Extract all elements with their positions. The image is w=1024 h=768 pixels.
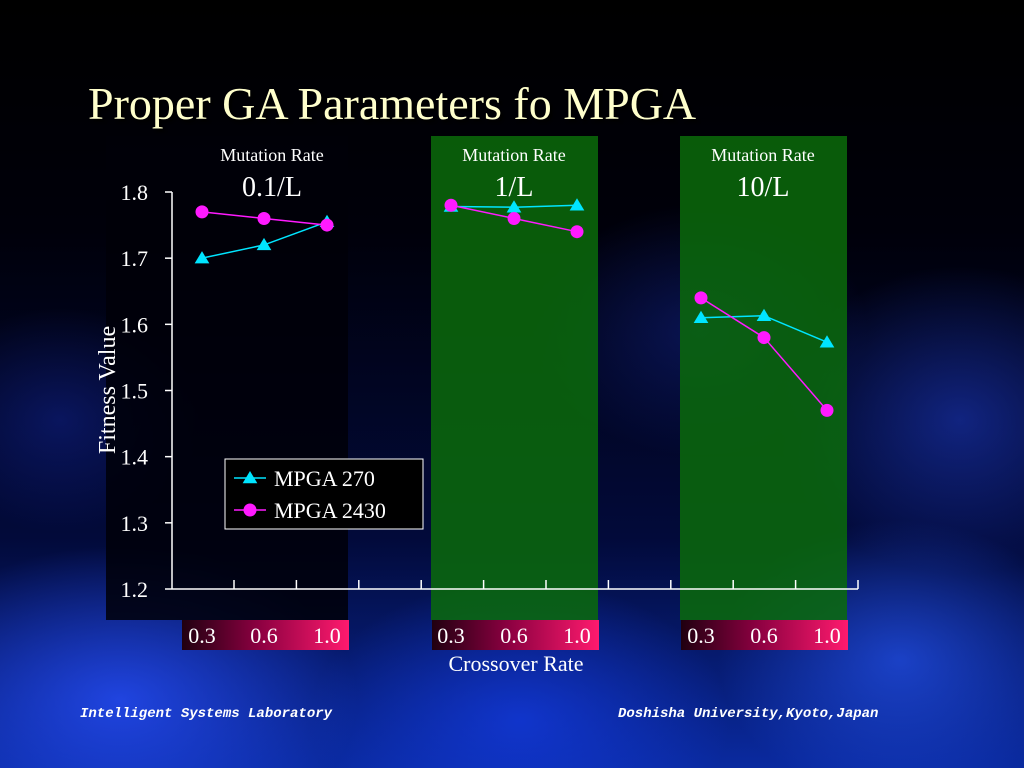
legend-box [224, 458, 424, 530]
y-tick-label: 1.7 [121, 246, 149, 271]
data-point-mpga-2430 [320, 218, 334, 232]
footer-lab-name: Intelligent Systems Laboratory [80, 706, 333, 722]
data-point-mpga-2430 [570, 225, 584, 239]
y-tick-label: 1.4 [121, 445, 149, 470]
y-tick-label: 1.6 [121, 312, 149, 337]
x-tick-label: 0.6 [250, 623, 278, 648]
crossover-band-2 [432, 620, 599, 650]
data-point-mpga-2430 [257, 211, 271, 225]
y-tick-label: 1.8 [121, 180, 149, 205]
mutation-rate-header: Mutation Rate [220, 145, 323, 165]
mutation-rate-value: 1/L [495, 172, 534, 203]
y-tick-label: 1.2 [121, 577, 149, 602]
mutation-rate-header: Mutation Rate [711, 145, 814, 165]
mutation-rate-header: Mutation Rate [462, 145, 565, 165]
data-point-mpga-270 [756, 308, 772, 321]
x-tick-label: 1.0 [563, 623, 591, 648]
y-tick-label: 1.5 [121, 379, 149, 404]
legend-marker-triangle [242, 471, 258, 484]
mutation-rate-value: 10/L [737, 172, 790, 203]
footer-university: Doshisha University,Kyoto,Japan [618, 706, 879, 722]
data-point-mpga-270 [506, 200, 522, 213]
data-point-mpga-270 [693, 310, 709, 323]
x-tick-label: 0.3 [687, 623, 715, 648]
x-axis-label: Crossover Rate [448, 651, 583, 676]
legend-label: MPGA 2430 [274, 498, 386, 523]
data-point-mpga-2430 [195, 205, 209, 219]
data-point-mpga-270 [819, 335, 835, 348]
data-point-mpga-2430 [694, 291, 708, 305]
y-axis-label: Fitness Value [95, 326, 121, 454]
x-tick-label: 0.3 [437, 623, 465, 648]
x-tick-label: 1.0 [313, 623, 341, 648]
mutation-rate-value: 0.1/L [242, 172, 302, 203]
mutation-panel-1 [106, 136, 348, 620]
x-tick-label: 0.3 [188, 623, 216, 648]
crossover-band-1 [182, 620, 349, 650]
data-point-mpga-2430 [757, 331, 771, 345]
data-point-mpga-2430 [820, 403, 834, 417]
legend-label: MPGA 270 [274, 466, 375, 491]
data-point-mpga-2430 [507, 211, 521, 225]
y-tick-label: 1.3 [121, 511, 149, 536]
data-point-mpga-2430 [444, 198, 458, 212]
data-point-mpga-270 [569, 198, 585, 211]
data-point-mpga-270 [194, 251, 210, 264]
slide-title: Proper GA Parameters fo MPGA [88, 78, 697, 129]
data-point-mpga-270 [256, 237, 272, 251]
x-tick-label: 0.6 [750, 623, 778, 648]
crossover-band-3 [681, 620, 848, 650]
mutation-panel-3 [680, 136, 847, 620]
legend-marker-circle [243, 503, 257, 517]
x-tick-label: 0.6 [500, 623, 528, 648]
x-tick-label: 1.0 [813, 623, 841, 648]
